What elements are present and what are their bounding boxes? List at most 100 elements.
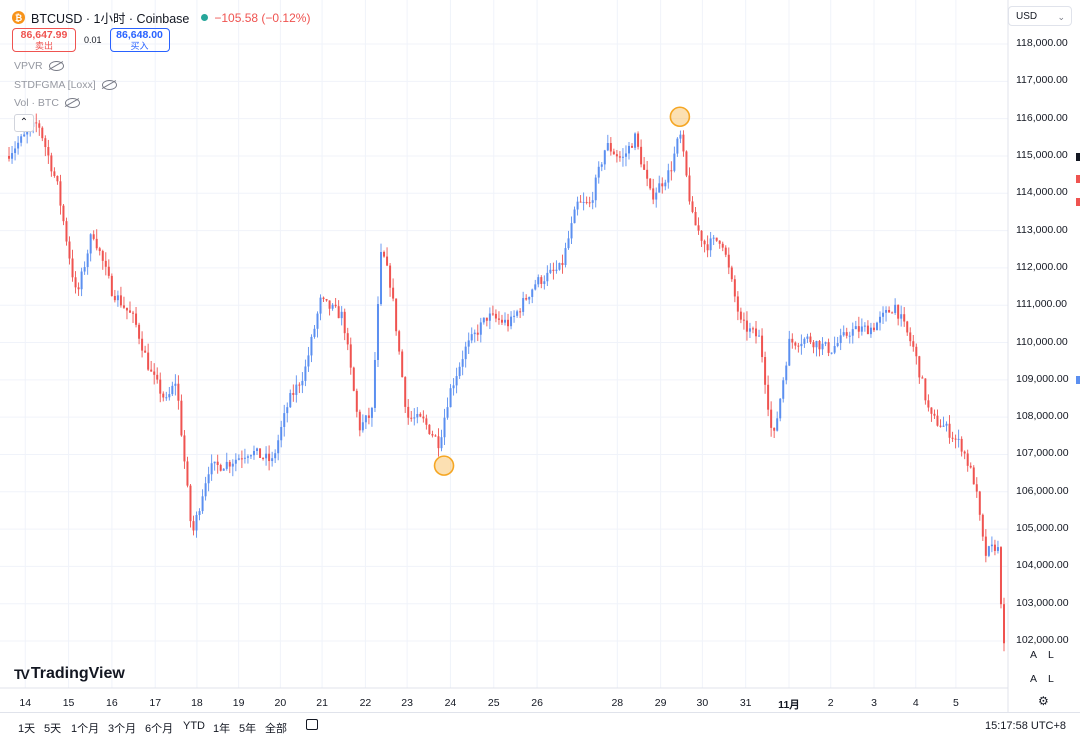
range-1d-button[interactable]: 1天	[18, 723, 36, 735]
eye-hidden-icon[interactable]	[48, 61, 64, 71]
candle	[676, 137, 679, 157]
candle	[930, 407, 933, 422]
tradingview-logo[interactable]: TV TradingView	[14, 665, 125, 683]
candle-body	[631, 145, 634, 148]
candle	[467, 332, 470, 355]
range-1y-button[interactable]: 1年	[213, 723, 231, 735]
candle	[567, 230, 570, 250]
candle	[561, 254, 564, 274]
candle	[183, 430, 186, 469]
candle	[700, 230, 703, 247]
candle	[812, 340, 815, 354]
candle	[612, 148, 615, 155]
candle-body	[791, 338, 794, 343]
candle	[745, 311, 748, 341]
candle-body	[739, 311, 742, 320]
candle-body	[434, 435, 437, 437]
candle	[510, 311, 513, 330]
indicator-vpvr[interactable]: VPVR	[14, 60, 64, 72]
candle	[198, 508, 201, 521]
candle-body	[195, 515, 198, 531]
candle-body	[128, 310, 131, 313]
candle-body	[806, 336, 809, 339]
indicator-volume[interactable]: Vol · BTC	[14, 97, 80, 109]
log-scale-button[interactable]: L	[1048, 649, 1054, 661]
candle	[135, 306, 138, 328]
candle	[147, 343, 150, 371]
candle	[246, 454, 249, 464]
candle	[141, 331, 144, 358]
candle	[500, 314, 503, 326]
candle	[92, 230, 95, 241]
candle-body	[815, 341, 818, 348]
candle-body	[398, 331, 401, 352]
candle	[243, 448, 246, 464]
range-1m-button[interactable]: 1个月	[71, 723, 100, 735]
candle	[113, 289, 116, 303]
candle-body	[183, 435, 186, 462]
candle-body	[401, 351, 404, 378]
range-6m-button[interactable]: 6个月	[145, 723, 174, 735]
candle	[346, 327, 349, 351]
candle	[11, 145, 14, 164]
auto-scale-button[interactable]: A	[1030, 649, 1038, 661]
candle	[361, 414, 364, 433]
candle	[652, 178, 655, 205]
candle	[507, 313, 510, 332]
candle	[534, 279, 537, 291]
candle	[748, 322, 751, 338]
log-scale-button[interactable]: L	[1048, 673, 1054, 685]
symbol-legend[interactable]: ₿ BTCUSD · 1小时 · Coinbase −105.58 (−0.12…	[12, 8, 310, 27]
candle-body	[147, 352, 150, 370]
range-5y-button[interactable]: 5年	[239, 723, 257, 735]
calendar-icon[interactable]	[306, 719, 318, 730]
candle	[869, 322, 872, 338]
candle-body	[364, 415, 367, 423]
settings-gear-icon[interactable]: ⚙	[1038, 694, 1049, 708]
candle	[352, 366, 355, 392]
candle-body	[449, 388, 452, 408]
eye-hidden-icon[interactable]	[64, 98, 80, 108]
candle-body	[168, 394, 171, 398]
range-ytd-button[interactable]: YTD	[183, 720, 205, 732]
candle-body	[165, 397, 168, 399]
candle	[156, 367, 159, 384]
candle-body	[894, 304, 897, 313]
buy-button[interactable]: 86,648.00 买入	[109, 28, 170, 52]
candle	[110, 273, 113, 297]
candle	[228, 459, 231, 474]
currency-selector[interactable]: USD ⌄	[1008, 6, 1072, 26]
symbol-title[interactable]: BTCUSD · 1小时 · Coinbase	[31, 12, 190, 26]
collapse-legend-button[interactable]: ⌃	[14, 114, 34, 132]
range-3m-button[interactable]: 3个月	[108, 723, 137, 735]
candle	[848, 331, 851, 344]
auto-scale-button[interactable]: A	[1030, 673, 1038, 685]
sell-button[interactable]: 86,647.99 卖出	[12, 28, 76, 52]
candle	[773, 427, 776, 439]
candle	[570, 216, 573, 245]
indicator-stdfgma[interactable]: STDFGMA [Loxx]	[14, 79, 117, 91]
candle-body	[996, 547, 999, 551]
candle	[915, 343, 918, 365]
clock-time[interactable]: 15:17:58 UTC+8	[985, 720, 1067, 732]
candle	[249, 454, 252, 459]
candle-body	[14, 148, 17, 154]
candle-body	[231, 463, 234, 467]
range-all-button[interactable]: 全部	[265, 723, 287, 735]
candle-body	[724, 247, 727, 255]
candle-body	[978, 491, 981, 515]
candle	[259, 448, 262, 459]
candle	[736, 291, 739, 321]
candle-body	[159, 379, 162, 394]
candle	[313, 324, 316, 339]
candle	[924, 378, 927, 405]
price-tick-label: 116,000.00	[1016, 111, 1068, 124]
candle	[464, 341, 467, 368]
range-5d-button[interactable]: 5天	[44, 723, 62, 735]
candle	[857, 316, 860, 339]
time-tick-label: 14	[19, 697, 32, 709]
price-chart[interactable]	[0, 0, 1080, 712]
eye-hidden-icon[interactable]	[101, 80, 117, 90]
currency-label: USD	[1016, 11, 1038, 22]
candle	[779, 397, 782, 422]
